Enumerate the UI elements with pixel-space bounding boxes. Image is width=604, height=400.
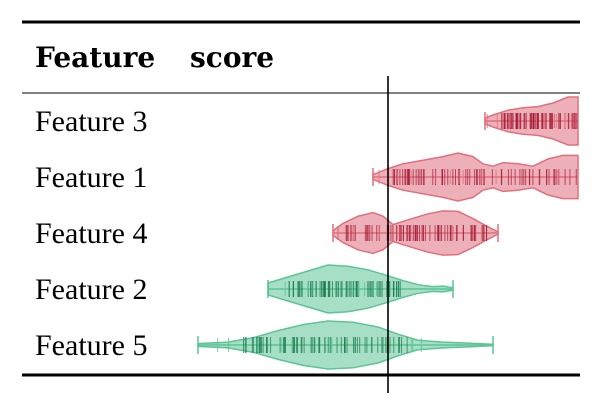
violin-row: Feature 4 <box>35 210 499 256</box>
violin-row: Feature 2 <box>35 264 454 314</box>
row-label: Feature 5 <box>35 329 147 362</box>
header-feature: Feature <box>35 41 155 74</box>
rows-layer: Feature 3 Feature 1 Feature 4 Feature 2 Feat… <box>35 96 579 370</box>
row-label: Feature 1 <box>35 161 147 194</box>
violin-row: Feature 1 <box>35 152 579 202</box>
row-label: Feature 3 <box>35 105 147 138</box>
violin-row: Feature 5 <box>35 320 494 370</box>
violin-row: Feature 3 <box>35 96 579 146</box>
row-label: Feature 4 <box>35 217 147 250</box>
row-label: Feature 2 <box>35 273 147 306</box>
header-score: score <box>190 41 274 74</box>
